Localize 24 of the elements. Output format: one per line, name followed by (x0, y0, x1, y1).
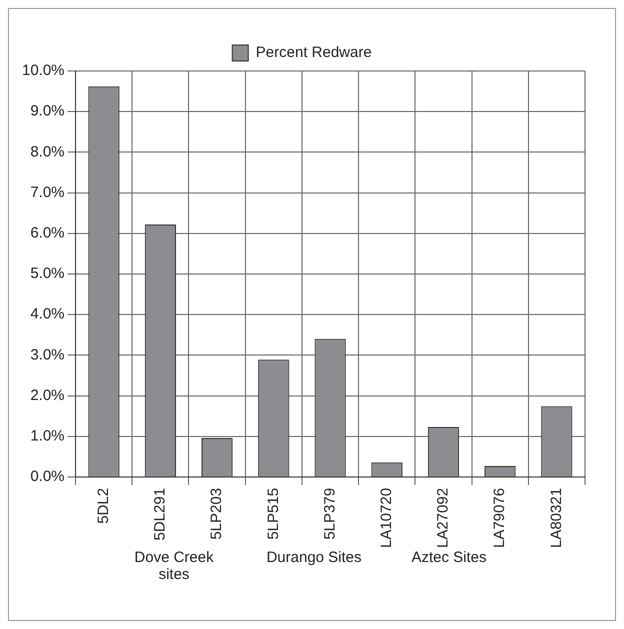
x-tick-label: LA10720 (378, 488, 396, 548)
x-tick-label: 5LP379 (321, 488, 338, 540)
y-tick-label: 2.0% (30, 386, 65, 404)
y-tick-label: 5.0% (30, 265, 65, 282)
x-tick-label: 5LP515 (264, 488, 282, 540)
y-tick-label: 3.0% (30, 346, 65, 364)
legend-label: Percent Redware (256, 44, 372, 62)
x-tick-label: LA27092 (434, 488, 452, 548)
y-tick-label: 9.0% (30, 102, 65, 120)
text: Aztec Sites (410, 549, 488, 566)
x-tick-label: LA79076 (491, 488, 508, 548)
x-tick-label: LA80321 (548, 488, 565, 548)
text: Dove Creek sites (133, 549, 215, 583)
y-tick-label: 1.0% (30, 427, 65, 444)
text: Durango Sites (265, 549, 363, 566)
y-tick-label: 8.0% (30, 143, 65, 160)
x-tick-label: 5DL291 (152, 488, 169, 540)
y-tick-label: 6.0% (30, 224, 65, 242)
y-tick-label: 7.0% (30, 184, 65, 201)
y-tick-label: 4.0% (30, 306, 65, 323)
x-tick-label: 5LP203 (208, 488, 226, 540)
y-tick-label: 0.0% (30, 468, 65, 486)
y-tick-label: 10.0% (22, 62, 65, 80)
x-tick-label: 5DL2 (94, 488, 112, 524)
